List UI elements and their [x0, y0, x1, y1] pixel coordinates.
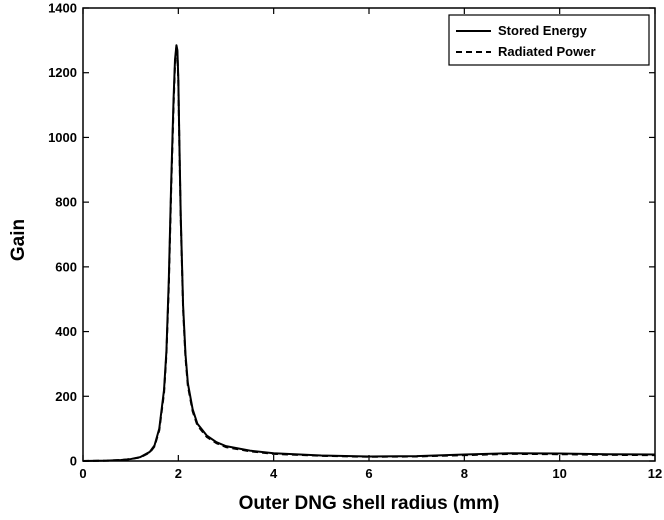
- legend-label-radiated-power: Radiated Power: [498, 44, 596, 59]
- x-tick-label: 0: [79, 466, 86, 481]
- legend: Stored Energy Radiated Power: [448, 14, 650, 66]
- plot-area: [82, 7, 656, 462]
- legend-box: [448, 14, 650, 66]
- y-tick-label: 600: [55, 259, 77, 274]
- y-axis-label: Gain: [8, 219, 29, 261]
- y-tick-label: 1400: [48, 1, 77, 16]
- x-tick-label: 8: [461, 466, 468, 481]
- x-tick-label: 2: [175, 466, 182, 481]
- x-tick-label: 10: [552, 466, 566, 481]
- y-tick-label: 400: [55, 324, 77, 339]
- y-tick-label: 1200: [48, 65, 77, 80]
- x-tick-label: 4: [270, 466, 278, 481]
- series-layer: [82, 44, 656, 462]
- y-tick-label: 800: [55, 195, 77, 210]
- x-axis-label: Outer DNG shell radius (mm): [239, 493, 500, 514]
- x-axis: 0 2 4 6 8 10 12: [79, 8, 662, 481]
- x-tick-label: 12: [648, 466, 662, 481]
- x-tick-label: 6: [365, 466, 372, 481]
- y-axis: 0 200 400 600 800 1000 1200 1400: [48, 1, 655, 469]
- y-tick-label: 1000: [48, 130, 77, 145]
- y-tick-label: 200: [55, 389, 77, 404]
- series-line-radiated-power: [82, 45, 656, 462]
- y-tick-label: 0: [70, 454, 77, 469]
- legend-label-stored-energy: Stored Energy: [498, 23, 588, 38]
